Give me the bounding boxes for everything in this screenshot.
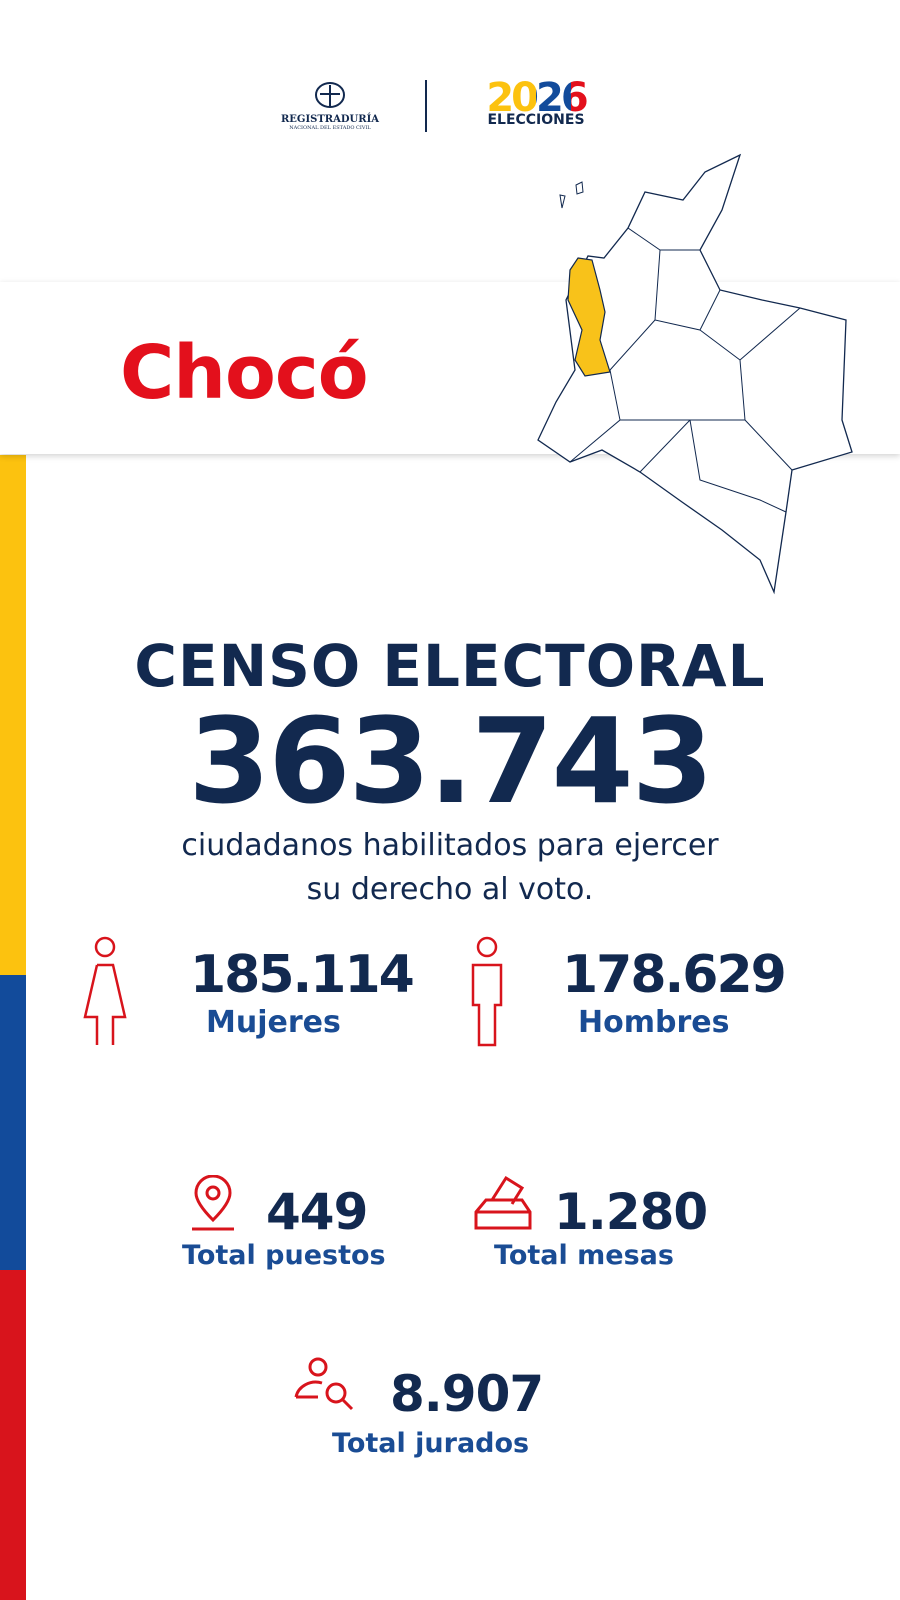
stat-value: 8.907 [390, 1365, 544, 1423]
elecciones: ELECCIONES [487, 112, 585, 128]
census-description: su derecho al voto. [306, 872, 594, 907]
divider [425, 80, 427, 132]
flag-red [0, 1270, 26, 1600]
stat-value: 1.280 [554, 1183, 708, 1241]
registraduria-logo: REGISTRADURÍA NACIONAL DEL ESTADO CIVIL [280, 80, 380, 131]
census-total: 363.743 [188, 692, 713, 830]
emblem [315, 82, 345, 108]
woman-icon [83, 936, 127, 1045]
flag-blue [0, 975, 26, 1270]
stat-value: 185.114 [190, 945, 415, 1005]
census-title: CENSO ELECTORAL [134, 632, 766, 700]
census-description: ciudadanos habilitados para ejercer [181, 828, 719, 863]
elecciones-logo: 2026 ELECCIONES [466, 78, 606, 128]
registraduria-sub: NACIONAL DEL ESTADO CIVIL [289, 125, 371, 131]
map [537, 153, 853, 595]
user-search-icon [294, 1357, 354, 1411]
stat-label: Total jurados [332, 1428, 530, 1459]
man-icon [471, 936, 503, 1047]
department: Chocó [120, 330, 369, 416]
stat-label: Total puestos [182, 1240, 386, 1271]
stat-label: Hombres [578, 1005, 730, 1040]
stat-value: 449 [266, 1183, 368, 1241]
year: 2026 [466, 78, 606, 118]
stat-label: Total mesas [494, 1240, 674, 1271]
flag-yellow [0, 455, 26, 975]
stat-label: Mujeres [206, 1005, 341, 1040]
ballot-icon [474, 1175, 532, 1230]
registraduria-text: REGISTRADURÍA [280, 114, 380, 125]
pin-icon [192, 1175, 234, 1231]
stat-value: 178.629 [562, 945, 787, 1005]
